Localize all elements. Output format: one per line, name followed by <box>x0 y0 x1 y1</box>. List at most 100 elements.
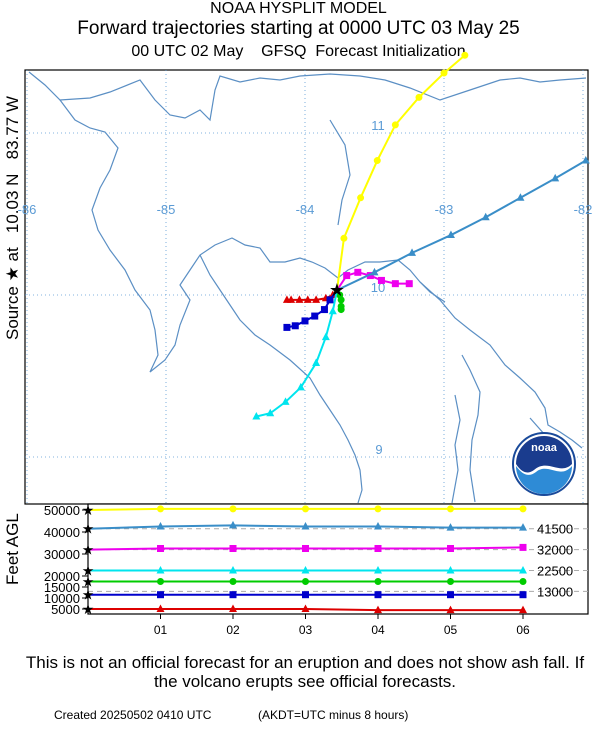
height-point-yellow <box>374 505 382 513</box>
height-point-cyan <box>229 566 237 574</box>
trajectory-point-blue <box>320 306 328 314</box>
height-point-red <box>446 605 455 614</box>
height-point-red <box>229 604 237 612</box>
height-point-red <box>156 604 165 612</box>
level-label: 22500 <box>537 564 573 579</box>
height-tick-label: 30000 <box>44 547 80 562</box>
trajectory-point-yellow <box>357 194 365 202</box>
coastline-segment <box>419 281 446 303</box>
time-tick-label: 03 <box>299 623 313 637</box>
trajectory-point-blue <box>291 322 299 330</box>
trajectory-point-steel <box>408 248 417 256</box>
height-point-steel <box>519 523 527 531</box>
time-tick-label: 06 <box>516 623 530 637</box>
height-point-magenta <box>374 545 382 552</box>
trajectory-point-magenta <box>343 272 351 280</box>
trajectory-point-steel <box>516 193 525 201</box>
trajectory-point-green <box>337 296 345 304</box>
height-source-star: ★ <box>82 502 95 518</box>
lat-tick-label: 11 <box>371 118 385 133</box>
height-point-yellow <box>302 505 309 513</box>
height-point-blue <box>229 591 237 599</box>
height-point-steel <box>156 522 165 530</box>
height-source-star: ★ <box>82 574 95 590</box>
height-point-magenta <box>302 545 309 552</box>
disclaimer-text: This is not an official forecast for an … <box>25 653 585 691</box>
height-point-cyan <box>156 566 165 574</box>
trajectory-point-red <box>282 295 291 303</box>
chart-title: Forward trajectories starting at 0000 UT… <box>77 18 520 39</box>
coastline <box>28 71 587 504</box>
height-point-steel <box>301 522 310 530</box>
height-point-steel <box>374 522 382 530</box>
height-point-blue <box>519 591 527 599</box>
height-point-yellow <box>229 505 237 513</box>
height-point-green <box>157 578 164 585</box>
trajectory-point-steel <box>446 230 455 239</box>
height-point-yellow <box>157 505 164 513</box>
trajectory-point-blue <box>301 317 309 325</box>
coastline-segment <box>199 254 363 504</box>
map-frame <box>24 69 589 505</box>
trajectory-point-cyan <box>296 382 305 391</box>
trajectory-point-yellow <box>461 51 469 59</box>
height-source-star: ★ <box>82 542 95 558</box>
height-source-star: ★ <box>82 601 95 617</box>
timezone-note: (AKDT=UTC minus 8 hours) <box>258 708 409 722</box>
chart-subtitle: 00 UTC 02 May GFSQ Forecast Initializati… <box>131 43 466 60</box>
height-point-blue <box>157 591 164 599</box>
trajectory-point-steel <box>581 156 590 164</box>
noaa-logo-text: noaa <box>531 442 558 454</box>
trajectory-lines: ★ <box>252 51 590 420</box>
trajectory-point-red <box>312 295 321 303</box>
height-point-magenta <box>447 545 454 552</box>
trajectory-point-yellow <box>340 234 348 242</box>
lon-tick-label: -82 <box>574 202 593 217</box>
height-point-red <box>374 605 382 614</box>
height-point-green <box>302 578 309 585</box>
height-point-blue <box>447 591 454 599</box>
trajectory-point-magenta <box>391 280 399 288</box>
height-point-steel <box>446 523 455 531</box>
lon-tick-label: -83 <box>435 202 454 217</box>
lon-tick-label: -84 <box>296 202 315 217</box>
height-source-star: ★ <box>82 521 95 537</box>
height-point-green <box>447 578 454 585</box>
trajectory-point-cyan <box>328 306 337 315</box>
height-point-blue <box>374 591 382 599</box>
height-point-cyan <box>301 566 310 574</box>
height-point-yellow <box>447 505 454 513</box>
trajectory-point-yellow <box>373 157 381 165</box>
trajectory-point-cyan <box>321 332 330 341</box>
height-source-star: ★ <box>82 587 95 603</box>
height-point-green <box>229 578 237 585</box>
trajectory-point-magenta <box>377 276 385 284</box>
trajectory-yellow <box>335 54 466 291</box>
noaa-logo: noaa <box>512 432 576 496</box>
height-tick-label: 50000 <box>44 503 80 518</box>
height-tick-label: 5000 <box>51 602 80 617</box>
trajectory-point-green <box>337 306 345 314</box>
height-point-magenta <box>519 543 527 551</box>
trajectory-point-yellow <box>391 121 399 129</box>
height-point-red <box>519 605 527 614</box>
height-point-magenta <box>157 545 164 552</box>
lon-tick-label: -86 <box>18 202 37 217</box>
time-tick-label: 05 <box>444 623 458 637</box>
height-source-star: ★ <box>82 563 95 579</box>
trajectory-point-cyan <box>312 358 321 367</box>
level-label: 41500 <box>537 522 573 537</box>
trajectory-steel <box>336 159 587 292</box>
coastline-segment <box>461 354 481 503</box>
height-point-cyan <box>446 566 455 574</box>
level-label: 13000 <box>537 584 573 599</box>
coastline-segment <box>28 71 587 122</box>
height-point-red <box>301 604 310 612</box>
trajectory-point-red <box>295 295 304 303</box>
trajectory-point-cyan <box>266 408 275 417</box>
created-timestamp: Created 20250502 0410 UTC <box>54 708 212 722</box>
trajectory-point-cyan <box>252 412 261 420</box>
